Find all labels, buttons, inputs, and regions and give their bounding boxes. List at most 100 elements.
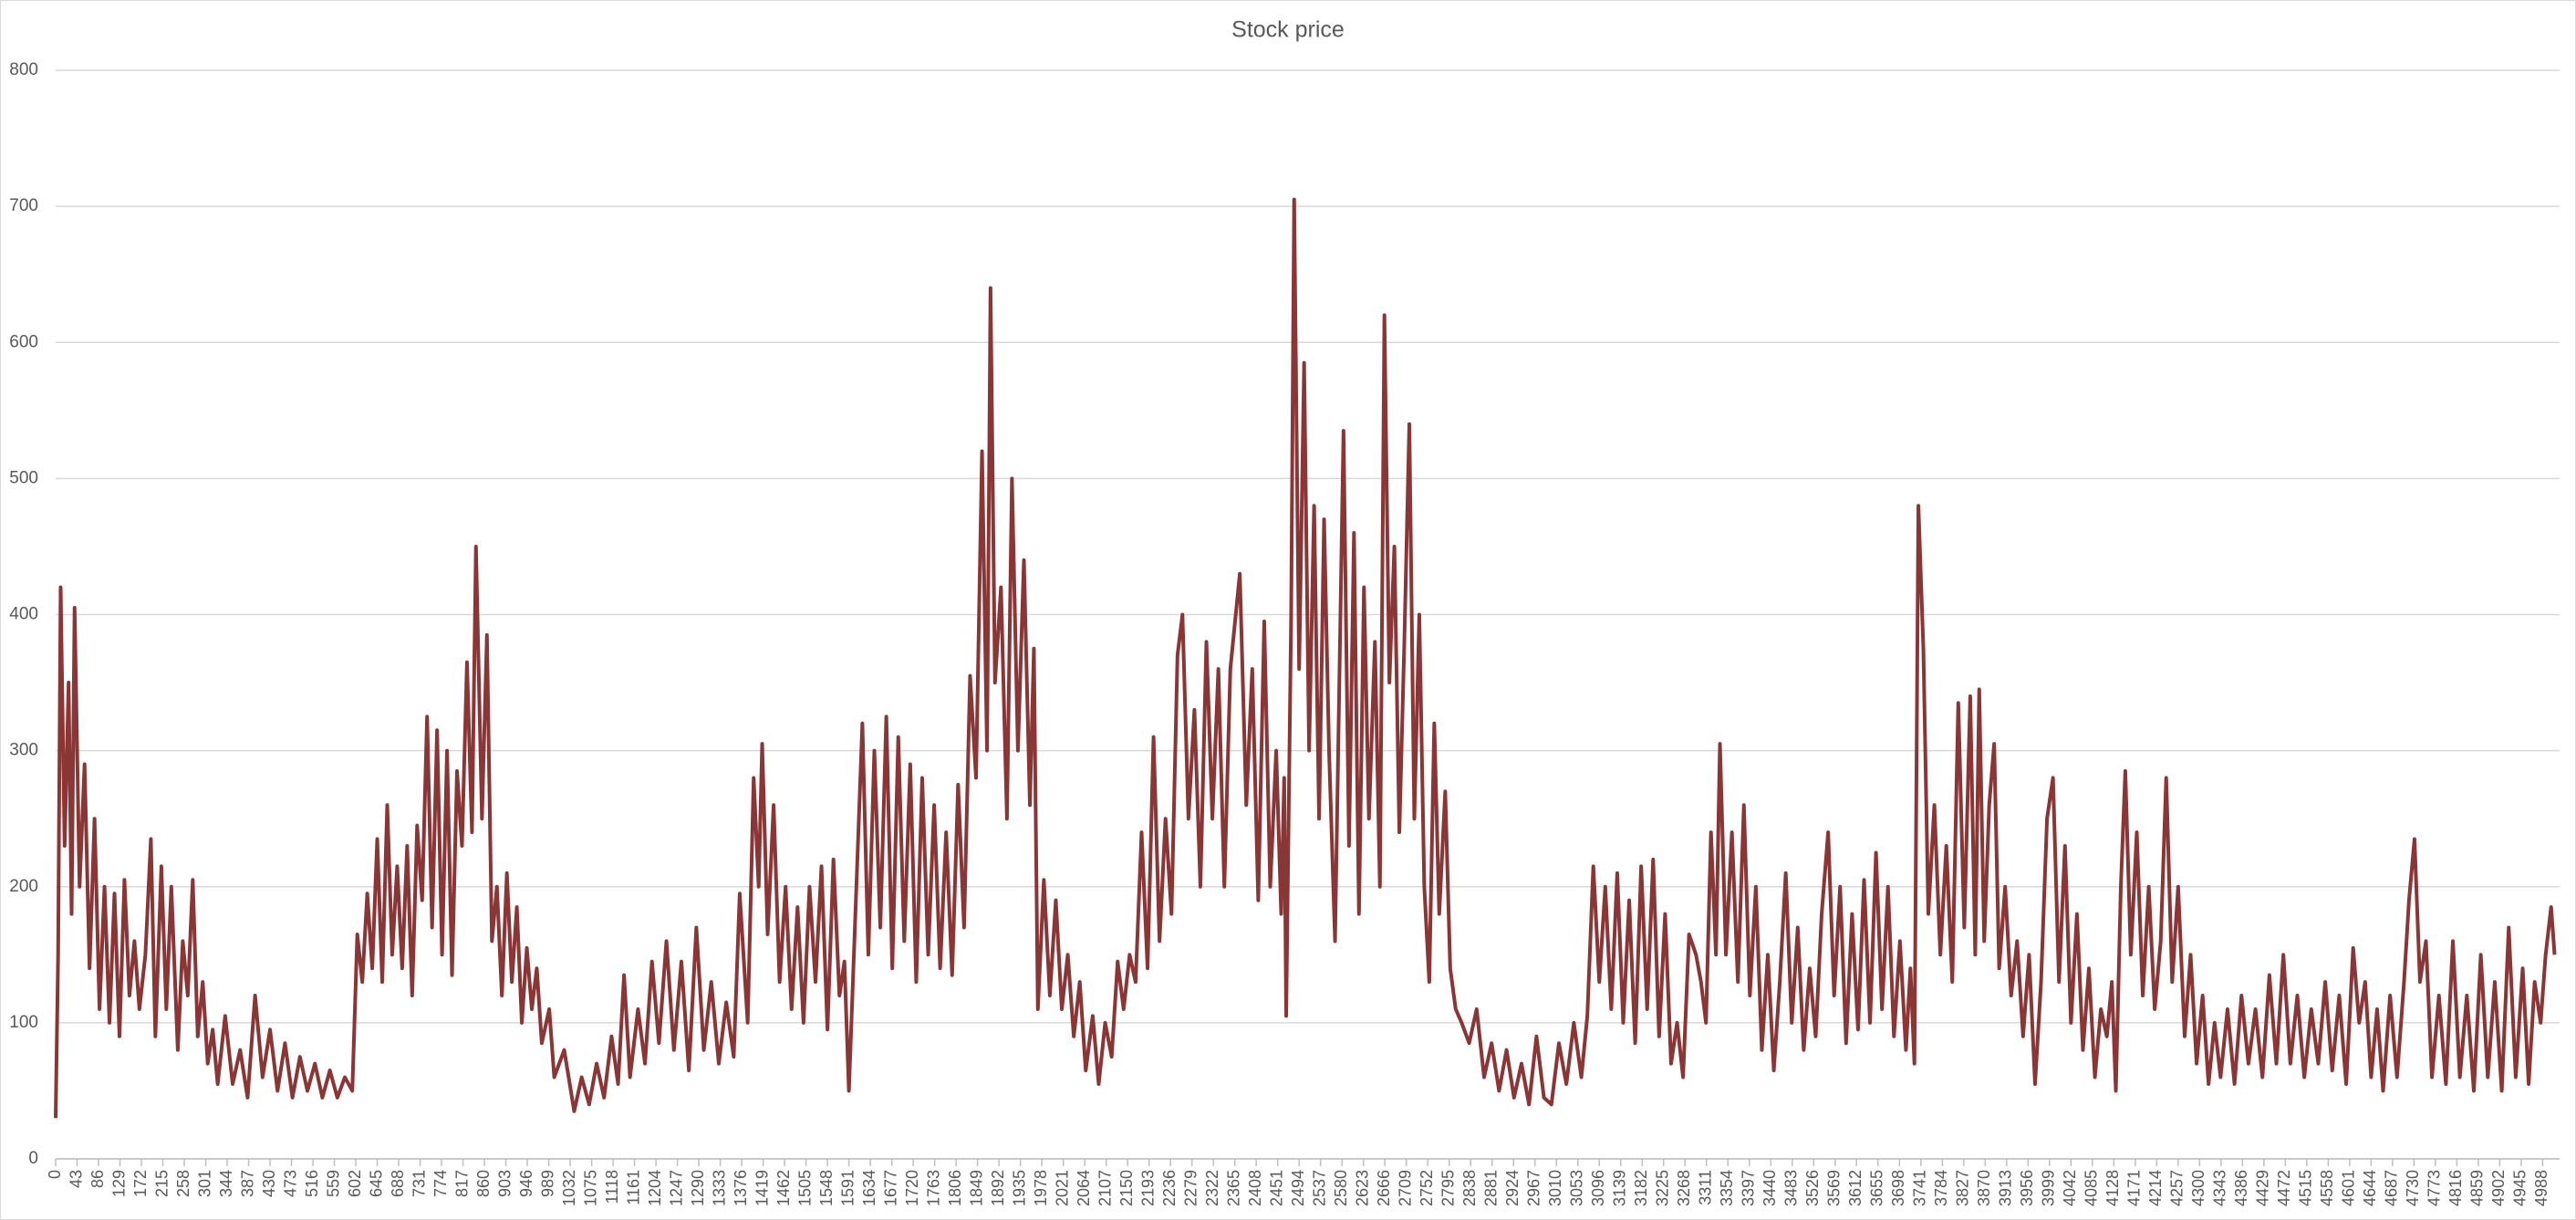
y-tick-label: 600 [9, 332, 38, 351]
x-tick-label: 4902 [2489, 1170, 2508, 1206]
x-tick-label: 3569 [1825, 1170, 1844, 1206]
x-tick-label: 3397 [1740, 1170, 1758, 1206]
x-tick-label: 4816 [2446, 1170, 2465, 1206]
price-line [54, 197, 2557, 1119]
x-tick-label: 1247 [667, 1170, 685, 1206]
x-tick-label: 2881 [1481, 1170, 1500, 1206]
x-tick-label: 2107 [1096, 1170, 1114, 1206]
x-tick-label: 4257 [2168, 1170, 2186, 1206]
x-tick-label: 301 [195, 1170, 213, 1197]
y-tick-label: 0 [28, 1149, 38, 1168]
x-tick-label: 3526 [1803, 1170, 1822, 1206]
x-tick-label: 3440 [1761, 1170, 1779, 1206]
y-tick-label: 500 [9, 468, 38, 487]
x-tick-label: 2709 [1396, 1170, 1414, 1206]
x-tick-label: 1935 [1010, 1170, 1028, 1206]
x-tick-label: 2795 [1439, 1170, 1457, 1206]
x-tick-label: 1505 [795, 1170, 814, 1206]
x-tick-label: 3010 [1546, 1170, 1564, 1206]
x-tick-label: 1075 [581, 1170, 599, 1206]
x-tick-label: 1118 [603, 1170, 621, 1204]
x-tick-label: 1978 [1032, 1170, 1050, 1206]
x-tick-label: 4085 [2083, 1170, 2101, 1206]
x-tick-label: 1419 [753, 1170, 771, 1206]
x-tick-label: 4214 [2146, 1170, 2165, 1206]
x-tick-label: 3870 [1975, 1170, 1993, 1206]
x-tick-label: 3999 [2040, 1170, 2058, 1206]
x-tick-label: 3698 [1889, 1170, 1907, 1206]
x-tick-label: 688 [389, 1170, 407, 1197]
x-tick-label: 387 [238, 1170, 256, 1197]
x-tick-label: 1763 [924, 1170, 942, 1206]
x-tick-label: 3784 [1932, 1170, 1950, 1206]
x-tick-label: 1720 [903, 1170, 921, 1206]
y-tick-label: 100 [9, 1013, 38, 1032]
x-tick-label: 2537 [1310, 1170, 1328, 1206]
x-tick-label: 1462 [774, 1170, 793, 1206]
x-tick-label: 129 [109, 1170, 128, 1197]
x-tick-label: 1677 [881, 1170, 899, 1206]
x-tick-label: 946 [517, 1170, 535, 1197]
y-tick-label: 300 [9, 741, 38, 760]
x-tick-label: 2064 [1075, 1170, 1093, 1206]
x-tick-label: 1290 [689, 1170, 707, 1206]
x-tick-label: 4687 [2383, 1170, 2401, 1206]
y-tick-label: 700 [9, 196, 38, 215]
x-tick-label: 3182 [1632, 1170, 1650, 1206]
x-tick-label: 3612 [1846, 1170, 1864, 1206]
x-tick-label: 3956 [2018, 1170, 2036, 1206]
x-tick-label: 2666 [1375, 1170, 1393, 1206]
x-tick-label: 3311 [1697, 1170, 1715, 1205]
x-tick-label: 2236 [1160, 1170, 1179, 1206]
x-tick-label: 3225 [1654, 1170, 1672, 1206]
x-tick-label: 2279 [1181, 1170, 1200, 1206]
x-tick-label: 2021 [1053, 1170, 1071, 1206]
x-tick-label: 4859 [2468, 1170, 2487, 1206]
x-tick-label: 4730 [2404, 1170, 2422, 1206]
x-tick-label: 1806 [946, 1170, 964, 1206]
x-tick-label: 2494 [1289, 1170, 1307, 1206]
y-tick-label: 800 [9, 60, 38, 79]
x-tick-label: 4988 [2532, 1170, 2550, 1206]
x-tick-label: 2580 [1332, 1170, 1350, 1206]
x-tick-label: 2322 [1203, 1170, 1221, 1206]
x-tick-label: 344 [217, 1170, 235, 1197]
x-tick-label: 3354 [1718, 1170, 1736, 1206]
x-tick-label: 1591 [838, 1170, 857, 1206]
x-tick-label: 1161 [624, 1170, 642, 1205]
x-tick-label: 4472 [2275, 1170, 2293, 1206]
x-tick-label: 4644 [2361, 1170, 2379, 1206]
x-tick-label: 3741 [1911, 1170, 1929, 1206]
x-tick-label: 860 [474, 1170, 493, 1197]
x-tick-label: 172 [131, 1170, 150, 1197]
x-tick-label: 1032 [560, 1170, 578, 1206]
x-tick-label: 2408 [1246, 1170, 1264, 1206]
x-tick-label: 2193 [1138, 1170, 1157, 1206]
x-tick-label: 3096 [1589, 1170, 1607, 1206]
x-tick-label: 2752 [1418, 1170, 1436, 1206]
x-tick-label: 4515 [2297, 1170, 2315, 1206]
x-tick-label: 3655 [1868, 1170, 1886, 1206]
x-tick-label: 516 [303, 1170, 321, 1197]
x-tick-label: 3268 [1675, 1170, 1693, 1206]
x-tick-label: 3913 [1997, 1170, 2015, 1206]
x-tick-label: 430 [260, 1170, 278, 1197]
x-tick-label: 1634 [860, 1170, 878, 1206]
x-tick-label: 559 [324, 1170, 342, 1197]
x-tick-label: 4343 [2211, 1170, 2229, 1206]
x-tick-label: 2924 [1503, 1170, 1522, 1206]
x-tick-label: 2365 [1224, 1170, 1242, 1206]
x-tick-label: 774 [431, 1170, 450, 1197]
x-tick-label: 1548 [817, 1170, 836, 1206]
x-tick-label: 731 [410, 1170, 428, 1197]
x-tick-label: 1892 [989, 1170, 1007, 1206]
x-tick-label: 86 [88, 1170, 107, 1188]
x-tick-label: 3139 [1611, 1170, 1629, 1206]
x-tick-label: 2967 [1524, 1170, 1542, 1206]
x-tick-label: 4300 [2189, 1170, 2207, 1206]
x-tick-label: 602 [346, 1170, 364, 1197]
x-tick-label: 4945 [2511, 1170, 2529, 1206]
x-tick-label: 43 [67, 1170, 85, 1188]
